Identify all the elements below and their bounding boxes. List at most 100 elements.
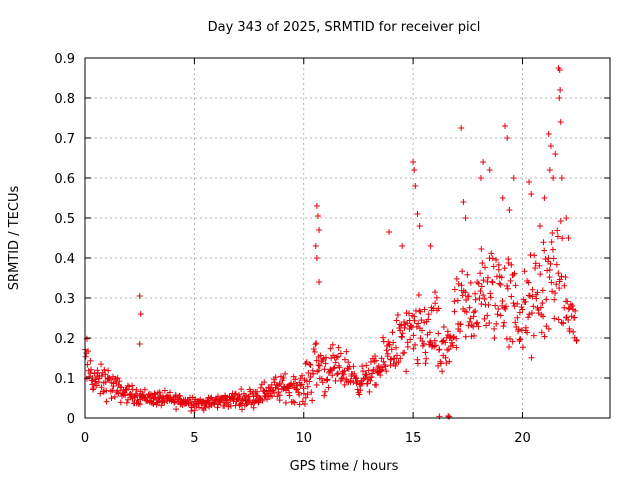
chart-title: Day 343 of 2025, SRMTID for receiver pic… <box>208 20 481 35</box>
data-point <box>391 355 398 362</box>
data-point <box>530 303 537 310</box>
data-point <box>403 368 410 375</box>
data-point <box>300 385 307 392</box>
data-point <box>440 323 447 330</box>
data-point <box>105 367 112 374</box>
data-point <box>89 386 96 393</box>
data-point <box>290 398 297 405</box>
data-point <box>458 282 465 289</box>
data-point <box>345 359 352 366</box>
data-point <box>333 354 340 361</box>
data-point <box>354 386 361 393</box>
data-point <box>474 319 481 326</box>
data-point <box>453 275 460 282</box>
data-point <box>477 270 484 277</box>
data-point <box>114 374 121 381</box>
x-tick-label: 15 <box>405 431 422 446</box>
data-point <box>363 371 370 378</box>
data-point <box>341 367 348 374</box>
y-tick-label: 0.8 <box>54 92 75 107</box>
data-point <box>385 338 392 345</box>
data-point <box>312 243 319 249</box>
data-point <box>136 401 143 408</box>
data-point <box>549 246 556 253</box>
data-point <box>462 333 469 340</box>
data-point <box>246 397 253 404</box>
data-point <box>560 319 567 326</box>
data-point <box>116 378 123 385</box>
data-point <box>360 368 367 375</box>
data-point <box>395 359 402 366</box>
data-point <box>377 372 384 379</box>
data-point <box>407 323 414 330</box>
data-point <box>321 366 328 373</box>
data-point <box>276 392 283 399</box>
x-tick-label: 10 <box>295 431 312 446</box>
data-point <box>124 396 131 403</box>
data-point <box>504 282 511 289</box>
data-point <box>304 383 311 390</box>
data-point <box>133 386 140 393</box>
data-point <box>419 327 426 334</box>
data-point <box>522 298 529 305</box>
data-point <box>231 391 238 398</box>
data-point <box>451 308 458 315</box>
data-point <box>196 404 203 411</box>
data-point <box>253 388 260 395</box>
data-point <box>472 290 479 297</box>
data-point <box>497 312 504 319</box>
data-point <box>408 324 415 331</box>
data-points <box>82 65 580 420</box>
data-point <box>237 393 243 400</box>
x-tick-label: 5 <box>190 431 198 446</box>
data-point <box>401 324 408 331</box>
data-point <box>410 332 417 339</box>
data-point <box>353 375 360 382</box>
data-point <box>537 223 543 229</box>
data-point <box>382 363 389 370</box>
data-point <box>541 247 548 254</box>
data-point <box>455 280 462 287</box>
data-point <box>404 343 411 350</box>
data-point <box>327 345 334 352</box>
data-point <box>332 377 339 384</box>
data-point <box>238 400 245 407</box>
data-point <box>318 375 325 382</box>
data-point <box>571 314 578 321</box>
data-point <box>573 336 580 343</box>
data-point <box>161 399 168 406</box>
data-point <box>364 380 371 387</box>
data-point <box>202 404 209 411</box>
data-point <box>100 388 107 395</box>
y-tick-label: 0.2 <box>54 332 75 347</box>
y-tick-label: 0.3 <box>54 292 75 307</box>
data-point <box>432 342 439 349</box>
data-point <box>550 255 557 262</box>
data-point <box>396 321 403 328</box>
data-point <box>442 354 449 361</box>
data-point <box>335 353 342 360</box>
data-point <box>282 399 289 406</box>
data-point <box>272 374 279 381</box>
data-point <box>357 387 364 394</box>
data-point <box>460 199 467 205</box>
data-point <box>259 397 266 404</box>
data-point <box>350 363 357 370</box>
data-point <box>330 365 337 372</box>
data-point <box>337 350 344 357</box>
data-point <box>463 309 470 316</box>
data-point <box>356 391 363 398</box>
data-point <box>531 252 538 259</box>
data-point <box>312 341 319 348</box>
data-point <box>341 381 348 388</box>
data-point <box>537 304 544 311</box>
data-point <box>413 323 420 330</box>
data-point <box>306 378 313 385</box>
data-point <box>559 235 566 242</box>
data-point <box>126 383 133 390</box>
data-point <box>410 159 417 165</box>
data-point <box>410 345 417 352</box>
data-point <box>526 179 533 185</box>
data-point <box>362 372 369 379</box>
data-point <box>108 395 115 402</box>
